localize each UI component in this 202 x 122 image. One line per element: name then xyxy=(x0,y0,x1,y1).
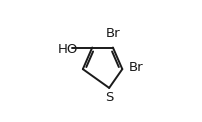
Text: Br: Br xyxy=(106,27,120,40)
Text: HO: HO xyxy=(58,43,78,56)
Text: S: S xyxy=(105,91,113,104)
Text: Br: Br xyxy=(129,61,143,74)
